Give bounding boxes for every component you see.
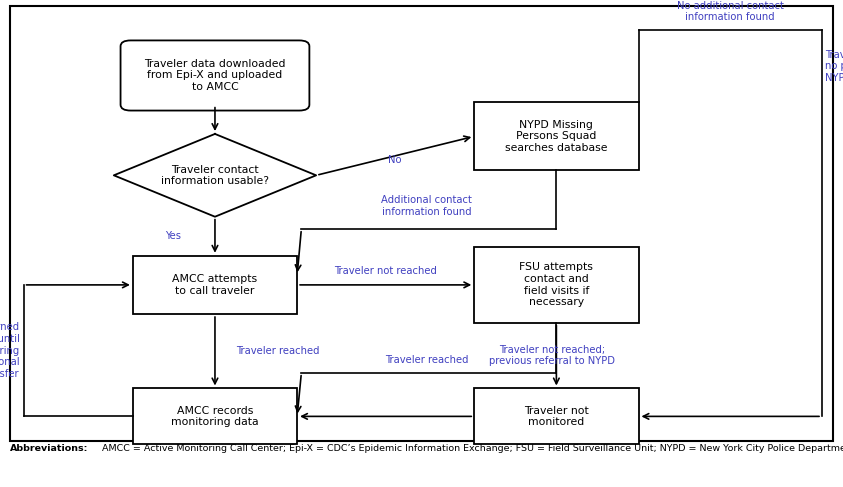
Text: No: No [389,154,402,165]
FancyBboxPatch shape [121,40,309,111]
Text: Additional contact
information found: Additional contact information found [381,195,472,217]
FancyBboxPatch shape [474,389,639,444]
Text: No additional contact
information found: No additional contact information found [677,1,784,22]
Text: Traveler data downloaded
from Epi-X and uploaded
to AMCC: Traveler data downloaded from Epi-X and … [144,59,286,92]
Text: Traveler not reached;
previous referral to NYPD: Traveler not reached; previous referral … [489,345,615,366]
Text: Traveler returned
to call list until
end of monitoring
or jurisdictional
transfe: Traveler returned to call list until end… [0,322,19,379]
Text: Traveler not reached: Traveler not reached [334,266,438,276]
Text: AMCC attempts
to call traveler: AMCC attempts to call traveler [173,274,257,296]
Text: Traveler reached: Traveler reached [236,346,319,356]
Text: NYPD Missing
Persons Squad
searches database: NYPD Missing Persons Squad searches data… [505,120,608,153]
Text: Traveler reached: Traveler reached [385,356,469,365]
Polygon shape [114,134,316,217]
Text: Abbreviations:: Abbreviations: [10,444,89,453]
Text: AMCC = Active Monitoring Call Center; Epi-X = CDC’s Epidemic Information Exchang: AMCC = Active Monitoring Call Center; Ep… [99,444,843,453]
Text: Traveler not reached;
no previous referral to
NYPD: Traveler not reached; no previous referr… [825,50,843,83]
FancyBboxPatch shape [10,6,833,441]
Text: Traveler contact
information usable?: Traveler contact information usable? [161,165,269,186]
Text: Traveler not
monitored: Traveler not monitored [524,406,588,427]
Text: AMCC records
monitoring data: AMCC records monitoring data [171,406,259,427]
FancyBboxPatch shape [133,389,298,444]
FancyBboxPatch shape [474,102,639,170]
Text: Yes: Yes [165,231,181,241]
FancyBboxPatch shape [133,256,298,314]
FancyBboxPatch shape [474,247,639,323]
Text: FSU attempts
contact and
field visits if
necessary: FSU attempts contact and field visits if… [519,262,593,307]
